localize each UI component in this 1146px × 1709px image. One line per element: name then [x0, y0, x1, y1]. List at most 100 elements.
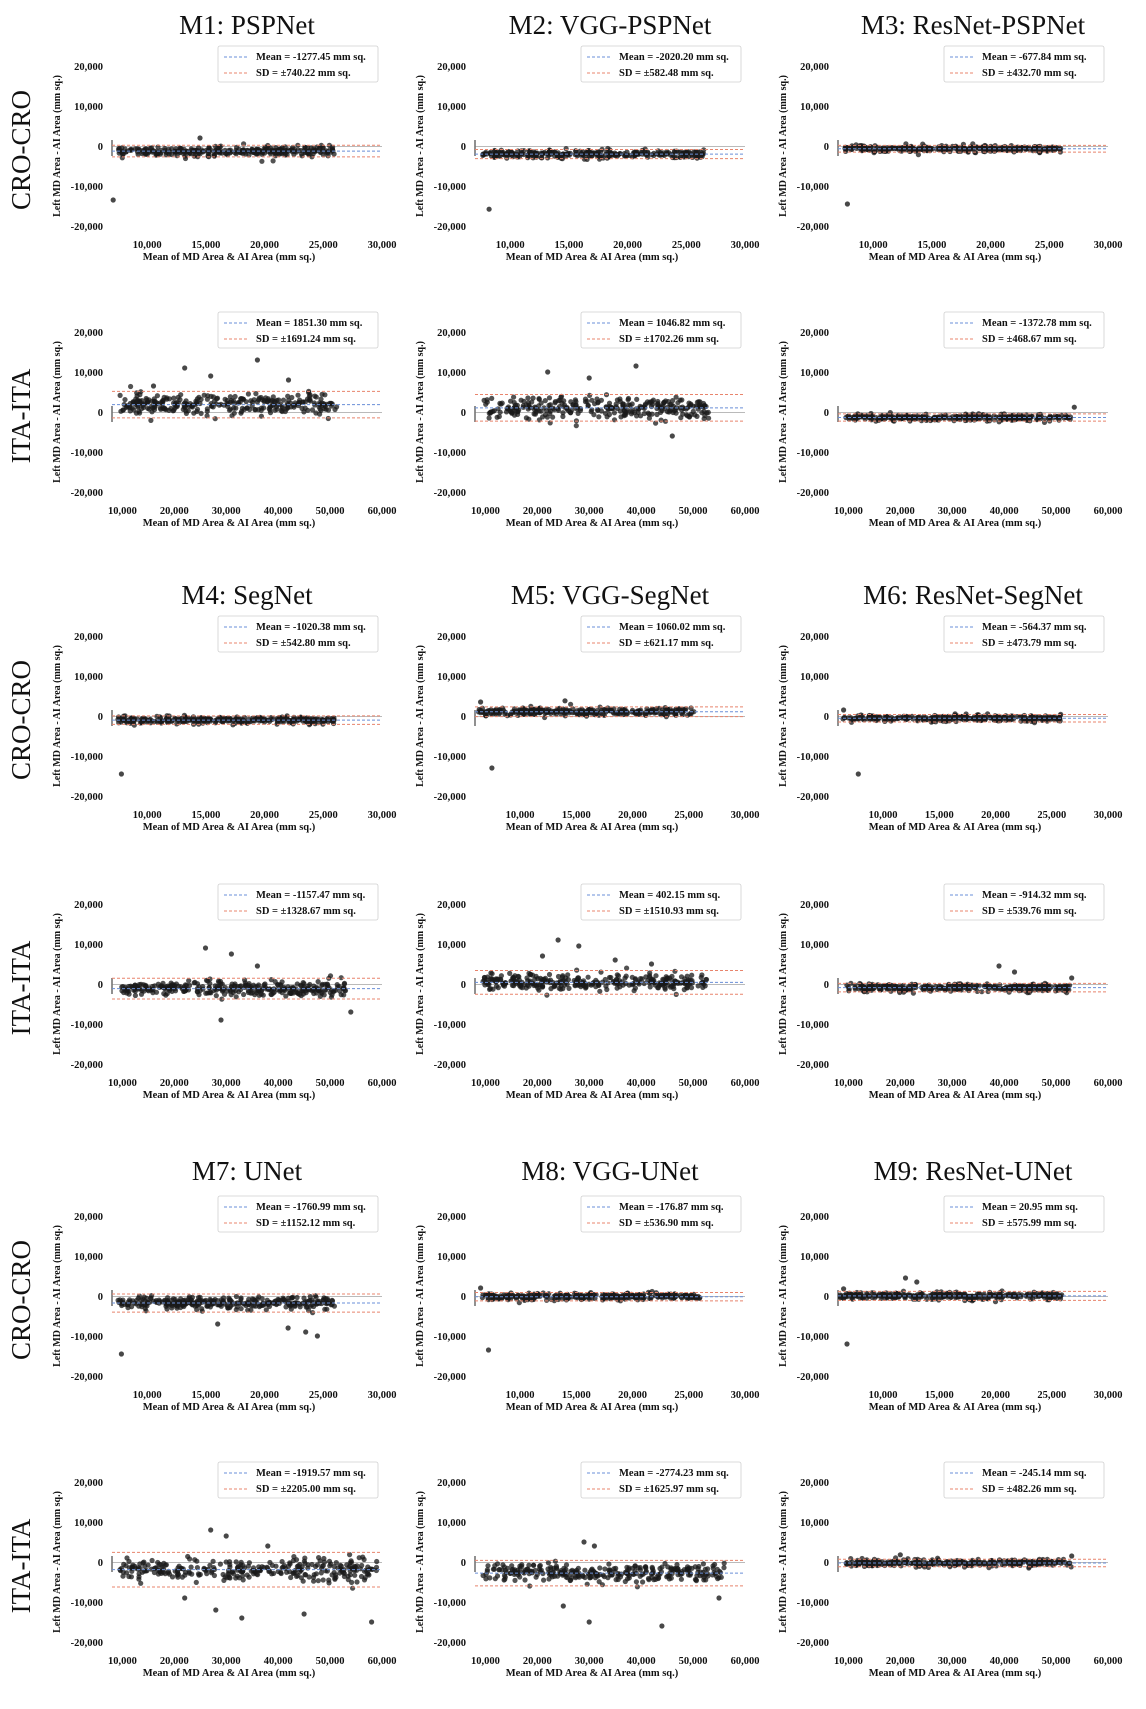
data-point — [318, 994, 323, 999]
outlier-point — [841, 1286, 846, 1291]
legend: Mean = -1760.99 mm sq.SD = ±1152.12 mm s… — [218, 1196, 378, 1232]
data-point — [634, 397, 639, 402]
data-point — [245, 148, 250, 153]
data-point — [622, 412, 627, 417]
legend-mean-label: Mean = 1046.82 mm sq. — [619, 318, 726, 329]
data-point — [307, 397, 312, 402]
scatter-points — [482, 363, 712, 438]
y-tick-label: 0 — [98, 408, 103, 419]
data-point — [598, 710, 603, 715]
x-axis-title: Mean of MD Area & AI Area (mm sq.) — [506, 518, 679, 529]
data-point — [271, 158, 276, 163]
x-tick-label: 10,000 — [108, 1078, 137, 1089]
data-point — [310, 407, 315, 412]
data-point — [511, 710, 516, 715]
data-point — [487, 411, 492, 416]
data-point — [671, 984, 676, 989]
data-point — [128, 384, 133, 389]
data-point — [870, 982, 875, 987]
data-point — [637, 406, 642, 411]
outlier-point — [182, 365, 187, 370]
data-point — [1029, 715, 1034, 720]
data-point — [119, 1303, 124, 1308]
x-tick-label: 30,000 — [368, 1390, 397, 1401]
y-tick-label: 10,000 — [437, 102, 466, 113]
data-point — [552, 709, 557, 714]
data-point — [177, 397, 182, 402]
data-point — [1019, 1292, 1024, 1297]
data-point — [956, 981, 961, 986]
data-point — [240, 406, 245, 411]
data-point — [558, 981, 563, 986]
data-point — [517, 977, 522, 982]
data-point — [684, 406, 689, 411]
data-point — [218, 144, 223, 149]
data-point — [295, 990, 300, 995]
y-axis-title: Left MD Area - AI Area (mm sq.) — [52, 1225, 63, 1367]
legend-sd-label: SD = ±542.80 mm sq. — [256, 638, 351, 649]
data-point — [221, 1295, 226, 1300]
data-point — [689, 985, 694, 990]
outlier-point — [286, 377, 291, 382]
outlier-point — [903, 1275, 908, 1280]
y-axis-title: Left MD Area - AI Area (mm sq.) — [52, 341, 63, 483]
data-point — [239, 149, 244, 154]
data-point — [127, 405, 132, 410]
legend: Mean = -2020.20 mm sq.SD = ±582.48 mm sq… — [581, 46, 741, 82]
data-point — [961, 142, 966, 147]
legend-sd-label: SD = ±1702.26 mm sq. — [619, 334, 719, 345]
y-axis-title: Left MD Area - AI Area (mm sq.) — [415, 1225, 426, 1367]
data-point — [681, 708, 686, 713]
data-point — [555, 1293, 560, 1298]
x-tick-label: 30,000 — [368, 810, 397, 821]
y-tick-label: 10,000 — [800, 368, 829, 379]
data-point — [626, 396, 631, 401]
data-point — [239, 1295, 244, 1300]
x-axis-title: Mean of MD Area & AI Area (mm sq.) — [143, 822, 316, 833]
data-point — [188, 401, 193, 406]
x-tick-label: 25,000 — [309, 810, 338, 821]
x-tick-label: 20,000 — [160, 1078, 189, 1089]
scatter-points — [842, 141, 1063, 206]
data-point — [531, 396, 536, 401]
outlier-point — [315, 1333, 320, 1338]
data-point — [597, 989, 602, 994]
data-point — [539, 400, 544, 405]
data-point — [166, 408, 171, 413]
outlier-point — [111, 197, 116, 202]
data-point — [622, 976, 627, 981]
data-point — [231, 401, 236, 406]
x-tick-label: 50,000 — [1042, 1078, 1071, 1089]
y-tick-label: -10,000 — [434, 1020, 466, 1031]
x-tick-label: 60,000 — [1094, 506, 1123, 517]
outlier-point — [218, 1017, 223, 1022]
y-tick-label: 10,000 — [74, 368, 103, 379]
data-point — [332, 1304, 337, 1309]
data-point — [220, 718, 225, 723]
data-point — [647, 412, 652, 417]
outlier-point — [197, 135, 202, 140]
y-tick-label: 20,000 — [800, 632, 829, 643]
data-point — [209, 403, 214, 408]
data-point — [532, 977, 537, 982]
data-point — [871, 716, 876, 721]
data-point — [896, 416, 901, 421]
data-point — [638, 976, 643, 981]
x-tick-label: 30,000 — [731, 240, 760, 251]
data-point — [326, 416, 331, 421]
data-point — [663, 987, 668, 992]
data-point — [503, 981, 508, 986]
data-point — [628, 403, 633, 408]
outlier-point — [303, 1329, 308, 1334]
data-point — [1008, 986, 1013, 991]
data-point — [686, 401, 691, 406]
data-point — [163, 985, 168, 990]
data-point — [546, 1291, 551, 1296]
data-point — [706, 416, 711, 421]
data-point — [1027, 147, 1032, 152]
x-tick-label: 20,000 — [886, 506, 915, 517]
data-point — [615, 406, 620, 411]
scatter-points — [119, 945, 353, 1022]
